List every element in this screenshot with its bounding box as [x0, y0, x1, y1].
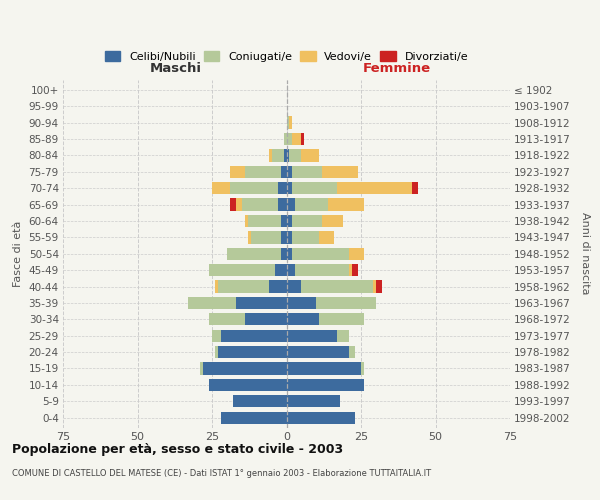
Bar — [230, 182, 278, 194]
Bar — [301, 150, 319, 162]
Text: Femmine: Femmine — [362, 62, 431, 75]
Bar — [349, 346, 355, 358]
Bar — [188, 297, 236, 309]
Bar — [287, 133, 292, 145]
Bar — [233, 395, 287, 407]
Bar — [373, 280, 376, 292]
Bar — [301, 280, 373, 292]
Bar — [287, 280, 301, 292]
Bar — [287, 346, 349, 358]
Bar — [278, 182, 287, 194]
Bar — [287, 116, 289, 129]
Bar — [287, 362, 361, 374]
Bar — [292, 215, 322, 227]
Bar — [287, 231, 292, 243]
Bar — [284, 150, 287, 162]
Bar — [203, 362, 287, 374]
Bar — [328, 198, 364, 210]
Bar — [287, 378, 364, 391]
Bar — [284, 133, 287, 145]
Bar — [251, 231, 281, 243]
Bar — [295, 198, 328, 210]
Bar — [322, 215, 343, 227]
Bar — [287, 182, 292, 194]
Bar — [287, 215, 292, 227]
Bar — [221, 330, 287, 342]
Bar — [248, 215, 281, 227]
Bar — [245, 313, 287, 326]
Bar — [287, 313, 319, 326]
Bar — [361, 362, 364, 374]
Bar — [289, 116, 292, 129]
Bar — [287, 248, 292, 260]
Bar — [287, 395, 340, 407]
Bar — [287, 297, 316, 309]
Bar — [236, 198, 242, 210]
Bar — [292, 133, 301, 145]
Bar — [278, 198, 287, 210]
Bar — [337, 330, 349, 342]
Text: Maschi: Maschi — [150, 62, 202, 75]
Bar — [322, 166, 358, 178]
Bar — [212, 182, 230, 194]
Bar — [289, 150, 301, 162]
Bar — [287, 330, 337, 342]
Bar — [295, 264, 349, 276]
Bar — [292, 231, 319, 243]
Bar — [218, 280, 269, 292]
Bar — [209, 264, 275, 276]
Bar — [349, 248, 364, 260]
Bar — [236, 297, 287, 309]
Bar — [287, 166, 292, 178]
Bar — [281, 166, 287, 178]
Bar — [337, 182, 412, 194]
Text: COMUNE DI CASTELLO DEL MATESE (CE) - Dati ISTAT 1° gennaio 2003 - Elaborazione T: COMUNE DI CASTELLO DEL MATESE (CE) - Dat… — [12, 469, 431, 478]
Bar — [230, 166, 245, 178]
Bar — [245, 166, 281, 178]
Bar — [215, 346, 218, 358]
Bar — [209, 378, 287, 391]
Bar — [281, 248, 287, 260]
Bar — [209, 313, 245, 326]
Bar — [316, 297, 376, 309]
Text: Popolazione per età, sesso e stato civile - 2003: Popolazione per età, sesso e stato civil… — [12, 442, 343, 456]
Bar — [245, 215, 248, 227]
Bar — [292, 182, 337, 194]
Bar — [215, 280, 218, 292]
Bar — [349, 264, 352, 276]
Bar — [287, 412, 355, 424]
Bar — [227, 248, 281, 260]
Bar — [281, 215, 287, 227]
Bar — [287, 198, 295, 210]
Bar — [376, 280, 382, 292]
Bar — [242, 198, 278, 210]
Legend: Celibi/Nubili, Coniugati/e, Vedovi/e, Divorziati/e: Celibi/Nubili, Coniugati/e, Vedovi/e, Di… — [103, 49, 470, 64]
Bar — [212, 330, 221, 342]
Bar — [200, 362, 203, 374]
Bar — [319, 231, 334, 243]
Y-axis label: Anni di nascita: Anni di nascita — [580, 212, 590, 295]
Bar — [301, 133, 304, 145]
Bar — [272, 150, 284, 162]
Bar — [281, 231, 287, 243]
Bar — [287, 264, 295, 276]
Bar — [269, 150, 272, 162]
Bar — [319, 313, 364, 326]
Bar — [275, 264, 287, 276]
Bar — [269, 280, 287, 292]
Y-axis label: Fasce di età: Fasce di età — [13, 220, 23, 287]
Bar — [352, 264, 358, 276]
Bar — [221, 412, 287, 424]
Bar — [292, 166, 322, 178]
Bar — [292, 248, 349, 260]
Bar — [248, 231, 251, 243]
Bar — [287, 150, 289, 162]
Bar — [230, 198, 236, 210]
Bar — [412, 182, 418, 194]
Bar — [218, 346, 287, 358]
